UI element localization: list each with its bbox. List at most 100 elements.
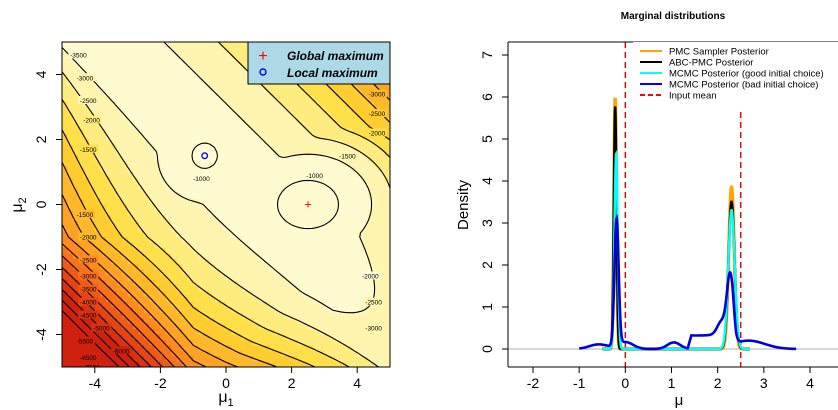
heatmap-cell [291,209,298,216]
heatmap-cell [176,63,183,70]
heatmap-cell [258,356,265,363]
heatmap-cell [176,96,183,103]
heatmap-cell [258,107,265,114]
heatmap-cell [133,350,140,357]
heatmap-cell [127,296,134,303]
heatmap-cell [62,182,69,189]
heatmap-cell [154,361,161,367]
heatmap-cell [346,285,353,292]
heatmap-cell [236,296,243,303]
heatmap-cell [231,58,238,65]
heatmap-cell [78,323,85,330]
heatmap-cell [127,237,134,244]
heatmap-cell [144,204,151,211]
heatmap-cell [346,161,353,168]
heatmap-cell [176,47,183,54]
heatmap-cell [67,96,74,103]
heatmap-cell [226,172,233,179]
heatmap-cell [62,204,69,211]
heatmap-cell [231,361,238,367]
heatmap-cell [209,285,216,292]
heatmap-cell [94,63,101,70]
heatmap-cell [236,291,243,298]
contour-label: -1500 [77,212,94,219]
heatmap-cell [111,107,118,114]
heatmap-cell [357,307,364,314]
heatmap-cell [198,193,205,200]
heatmap-cell [340,345,347,352]
heatmap-cell [384,302,390,309]
heatmap-cell [62,296,69,303]
heatmap-cell [308,242,315,249]
heatmap-cell [220,101,227,108]
heatmap-cell [133,209,140,216]
heatmap-cell [171,182,178,189]
heatmap-cell [351,182,358,189]
heatmap-cell [122,318,129,325]
heatmap-cell [379,318,386,325]
heatmap-cell [362,123,369,130]
heatmap-cell [111,296,118,303]
heatmap-cell [122,247,129,254]
heatmap-cell [122,134,129,141]
heatmap-cell [138,96,145,103]
heatmap-cell [297,242,304,249]
heatmap-cell [318,134,325,141]
heatmap-cell [176,139,183,146]
heatmap-cell [209,74,216,81]
heatmap-cell [362,361,369,367]
heatmap-cell [176,209,183,216]
heatmap-cell [116,117,123,124]
heatmap-cell [62,361,69,367]
heatmap-cell [215,182,222,189]
heatmap-cell [209,242,216,249]
heatmap-cell [182,258,189,265]
density-curves [579,97,797,351]
heatmap-cell [286,96,293,103]
heatmap-cell [193,52,200,59]
heatmap-cell [275,285,282,292]
heatmap-cell [171,312,178,319]
heatmap-cell [247,128,254,135]
heatmap-cell [335,334,342,341]
heatmap-cell [318,280,325,287]
heatmap-cell [291,226,298,233]
heatmap-cell [340,231,347,238]
heatmap-cell [187,280,194,287]
heatmap-cell [165,139,172,146]
heatmap-cell [258,204,265,211]
heatmap-cell [187,177,194,184]
heatmap-cell [160,215,167,222]
heatmap-cell [62,199,69,206]
heatmap-cell [253,182,260,189]
heatmap-cell [127,280,134,287]
heatmap-cell [247,280,254,287]
heatmap-cell [269,269,276,276]
heatmap-cell [253,242,260,249]
heatmap-cell [204,280,211,287]
contour-label: -1000 [306,173,323,180]
heatmap-cell [116,199,123,206]
heatmap-cell [138,356,145,363]
contour-label: -4500 [80,313,97,320]
heatmap-cell [94,161,101,168]
heatmap-cell [165,69,172,76]
heatmap-cell [308,296,315,303]
heatmap-cell [286,107,293,114]
heatmap-cell [236,90,243,97]
heatmap-cell [269,220,276,227]
heatmap-cell [144,231,151,238]
heatmap-cell [286,280,293,287]
heatmap-cell [226,182,233,189]
heatmap-cell [215,318,222,325]
heatmap-cell [297,101,304,108]
heatmap-cell [231,220,238,227]
heatmap-cell [89,188,96,195]
heatmap-cell [373,231,380,238]
heatmap-cell [313,199,320,206]
heatmap-cell [160,74,167,81]
heatmap-cell [62,139,69,146]
heatmap-cell [242,280,249,287]
heatmap-cell [258,96,265,103]
heatmap-cell [182,323,189,330]
